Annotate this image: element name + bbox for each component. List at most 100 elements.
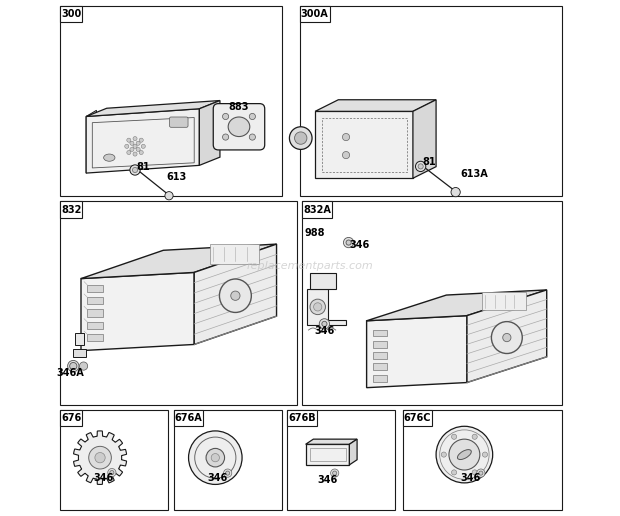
Bar (60, 201, 297, 405)
Circle shape (141, 144, 145, 149)
Circle shape (139, 151, 143, 155)
Polygon shape (315, 100, 436, 111)
Circle shape (211, 454, 219, 462)
Text: 676: 676 (61, 413, 81, 423)
Polygon shape (306, 439, 357, 444)
Bar (87, 310, 103, 317)
Circle shape (136, 141, 140, 146)
Bar (87, 322, 103, 329)
Bar (60, 410, 82, 426)
Ellipse shape (231, 291, 240, 300)
Circle shape (415, 162, 426, 171)
Ellipse shape (104, 154, 115, 162)
Circle shape (79, 362, 87, 370)
Text: 832: 832 (61, 205, 81, 215)
Circle shape (322, 321, 327, 327)
Polygon shape (86, 109, 200, 173)
Bar (373, 341, 388, 348)
Polygon shape (467, 290, 547, 382)
Circle shape (133, 167, 138, 172)
Circle shape (418, 164, 423, 169)
Text: 613: 613 (166, 172, 187, 182)
Circle shape (343, 237, 354, 248)
Circle shape (130, 148, 134, 152)
Circle shape (68, 360, 79, 372)
Polygon shape (315, 111, 413, 178)
Bar (60, 6, 281, 196)
Text: 346A: 346A (57, 368, 84, 378)
Circle shape (294, 132, 307, 144)
Text: 300A: 300A (301, 9, 329, 19)
Circle shape (108, 469, 116, 477)
Circle shape (249, 134, 255, 140)
Bar (287, 410, 317, 426)
Polygon shape (308, 289, 346, 325)
Bar (482, 292, 526, 311)
Text: 346: 346 (461, 473, 480, 483)
Circle shape (314, 303, 322, 311)
Ellipse shape (503, 333, 511, 342)
Circle shape (451, 187, 460, 197)
Circle shape (223, 114, 229, 120)
Circle shape (133, 152, 137, 156)
Polygon shape (306, 444, 349, 465)
Circle shape (206, 448, 224, 467)
Circle shape (342, 134, 350, 141)
Polygon shape (366, 316, 467, 388)
Ellipse shape (458, 449, 471, 460)
Circle shape (436, 426, 493, 483)
Circle shape (477, 469, 485, 477)
Bar (373, 352, 388, 359)
Circle shape (290, 127, 312, 150)
Ellipse shape (492, 321, 522, 353)
Circle shape (441, 452, 446, 457)
Bar (310, 273, 336, 289)
Circle shape (249, 114, 255, 120)
Bar (287, 410, 395, 510)
Circle shape (127, 138, 131, 142)
Circle shape (127, 151, 131, 155)
Bar (60, 410, 169, 510)
Polygon shape (200, 101, 220, 165)
Text: 81: 81 (136, 162, 149, 172)
Circle shape (226, 471, 230, 475)
Text: 676A: 676A (175, 413, 202, 423)
Circle shape (130, 141, 134, 146)
Bar (60, 6, 82, 22)
Circle shape (346, 240, 351, 245)
Circle shape (479, 471, 483, 475)
Polygon shape (81, 244, 277, 279)
FancyBboxPatch shape (169, 117, 188, 127)
Text: 613A: 613A (461, 169, 489, 179)
Polygon shape (366, 290, 547, 321)
Circle shape (125, 144, 129, 149)
Bar (402, 410, 562, 510)
Polygon shape (86, 101, 220, 117)
Ellipse shape (228, 117, 250, 137)
Bar (303, 201, 562, 405)
Circle shape (139, 138, 143, 142)
Bar (174, 410, 203, 426)
Circle shape (333, 471, 337, 475)
Text: 81: 81 (423, 157, 436, 167)
Text: 300: 300 (61, 9, 81, 19)
Bar (87, 297, 103, 304)
Text: 346: 346 (93, 473, 113, 483)
Circle shape (130, 165, 140, 175)
Circle shape (165, 191, 173, 200)
Circle shape (482, 452, 487, 457)
Text: 883: 883 (229, 102, 249, 112)
Polygon shape (194, 244, 277, 345)
Circle shape (136, 148, 140, 152)
Circle shape (330, 469, 339, 477)
Circle shape (342, 152, 350, 159)
Circle shape (451, 470, 457, 475)
Circle shape (133, 144, 137, 149)
Bar (60, 201, 82, 218)
Polygon shape (74, 431, 126, 485)
Bar (373, 330, 388, 336)
Circle shape (319, 319, 330, 329)
Bar (299, 6, 562, 196)
Circle shape (224, 469, 232, 477)
Bar (402, 410, 433, 426)
